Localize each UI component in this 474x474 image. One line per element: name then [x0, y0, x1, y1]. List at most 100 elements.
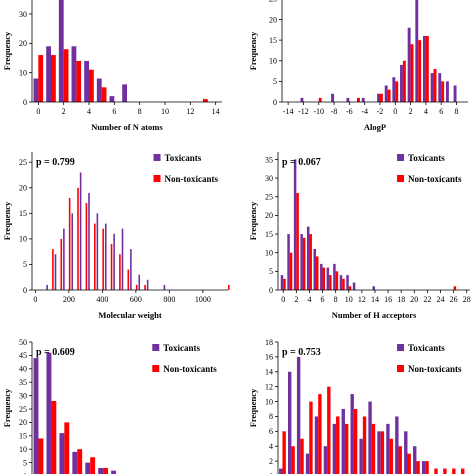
x-axis-label: AlogP [364, 122, 386, 132]
x-tick-label: 22 [423, 295, 431, 304]
bar-non-toxicants [389, 438, 394, 474]
y-tick-label: 40 [19, 365, 27, 374]
chart-panel-6: 0 2 4 6 8 10 12 14 16 18 Frequency p = 0.753 Toxican… [248, 338, 465, 474]
bar-non-toxicants [302, 237, 306, 290]
legend-label-toxicants: Toxicants [408, 343, 445, 353]
bar-non-toxicants [425, 36, 429, 102]
bar-non-toxicants [93, 223, 96, 290]
y-tick-label: 18 [265, 338, 273, 347]
bar-non-toxicants [362, 416, 367, 474]
y-tick-label: 0 [23, 472, 27, 474]
bar-toxicants [359, 438, 363, 474]
x-tick-label: 6 [439, 107, 443, 116]
x-tick-label: 8 [138, 107, 142, 116]
y-axis-label: Frequency [2, 201, 12, 240]
y-tick-label: 0 [269, 286, 273, 295]
bar-toxicants [313, 248, 317, 290]
bar-non-toxicants [283, 278, 286, 290]
legend-swatch-toxicants [397, 154, 405, 161]
bar-non-toxicants [89, 69, 94, 102]
bar-non-toxicants [344, 423, 349, 474]
bar-toxicants [33, 358, 39, 474]
y-tick-label: 50 [19, 338, 27, 347]
bar-toxicants [331, 93, 335, 102]
bar-non-toxicants [228, 284, 230, 290]
bar-non-toxicants [110, 244, 113, 290]
y-tick-label: 8 [269, 412, 273, 421]
bar-toxicants [361, 97, 365, 103]
bar-non-toxicants [371, 423, 376, 474]
chart-panel-2: 0 5 10 15 20 25 -14 -12 -10 -8 -6 -4 -2 0 2 4 6 8 AlogP Fre… [248, 0, 468, 132]
bar-non-toxicants [452, 468, 456, 474]
bar-non-toxicants [102, 228, 104, 290]
bar-toxicants [59, 433, 65, 474]
x-tick-label: -12 [298, 107, 309, 116]
x-tick-label: 1000 [195, 295, 211, 304]
bar-non-toxicants [60, 238, 63, 290]
y-tick-label: 20 [19, 184, 27, 193]
bar-toxicants [453, 85, 457, 102]
y-axis-label: Frequency [248, 388, 258, 427]
bar-non-toxicants [38, 55, 44, 102]
bar-non-toxicants [335, 271, 339, 290]
bar-non-toxicants [101, 87, 107, 102]
x-tick-label: 10 [161, 107, 169, 116]
bar-non-toxicants [38, 438, 44, 474]
y-tick-label: 30 [19, 391, 27, 400]
bar-non-toxicants [77, 187, 79, 290]
x-tick-label: 600 [130, 295, 142, 304]
bar-toxicants [279, 468, 283, 474]
y-tick-label: 15 [19, 209, 27, 218]
y-tick-label: 10 [269, 57, 277, 66]
bar-toxicants [346, 275, 349, 290]
bar-toxicants [163, 284, 166, 290]
x-tick-label: 14 [371, 295, 379, 304]
bar-toxicants [333, 263, 336, 290]
y-tick-label: 0 [273, 98, 277, 107]
bar-toxicants [306, 226, 310, 290]
bar-toxicants [400, 64, 403, 103]
y-tick-label: 25 [19, 405, 27, 414]
bar-non-toxicants [322, 267, 326, 290]
bar-non-toxicants [309, 234, 312, 290]
bar-toxicants [58, 0, 64, 102]
y-tick-label: 4 [269, 442, 273, 451]
bar-non-toxicants [398, 446, 402, 474]
legend-swatch-non-toxicants [153, 175, 161, 182]
bar-non-toxicants [353, 409, 358, 474]
x-tick-label: -8 [331, 107, 338, 116]
bar-toxicants [96, 213, 99, 290]
legend-label-toxicants: Toxicants [165, 153, 202, 163]
legend-swatch-toxicants [397, 344, 405, 351]
y-tick-label: 0 [23, 286, 27, 295]
y-axis-label: Frequency [248, 31, 258, 70]
bar-non-toxicants [425, 461, 429, 474]
y-tick-label: 25 [19, 158, 27, 167]
y-tick-label: 30 [19, 10, 27, 19]
bar-toxicants [98, 467, 104, 474]
bar-non-toxicants [434, 468, 438, 474]
bar-non-toxicants [135, 284, 138, 290]
bar-non-toxicants [85, 203, 88, 290]
bar-toxicants [96, 78, 102, 102]
legend-label-non-toxicants: Non-toxicants [165, 174, 219, 184]
bar-toxicants [305, 453, 310, 474]
x-tick-label: 2 [294, 295, 298, 304]
x-tick-label: 4 [87, 107, 91, 116]
bar-toxicants [377, 93, 380, 102]
bar-toxicants [46, 284, 48, 290]
x-tick-label: 0 [36, 107, 40, 116]
y-tick-label: 5 [269, 267, 273, 276]
y-tick-label: 10 [19, 235, 27, 244]
bar-toxicants [438, 73, 442, 103]
x-tick-label: 14 [212, 107, 220, 116]
bar-non-toxicants [51, 400, 57, 474]
x-tick-label: 12 [358, 295, 366, 304]
bar-non-toxicants [316, 256, 319, 290]
y-tick-label: 25 [265, 193, 273, 202]
x-tick-label: 0 [33, 295, 37, 304]
bar-toxicants [377, 431, 381, 474]
bar-toxicants [146, 279, 149, 290]
bar-toxicants [445, 81, 449, 103]
